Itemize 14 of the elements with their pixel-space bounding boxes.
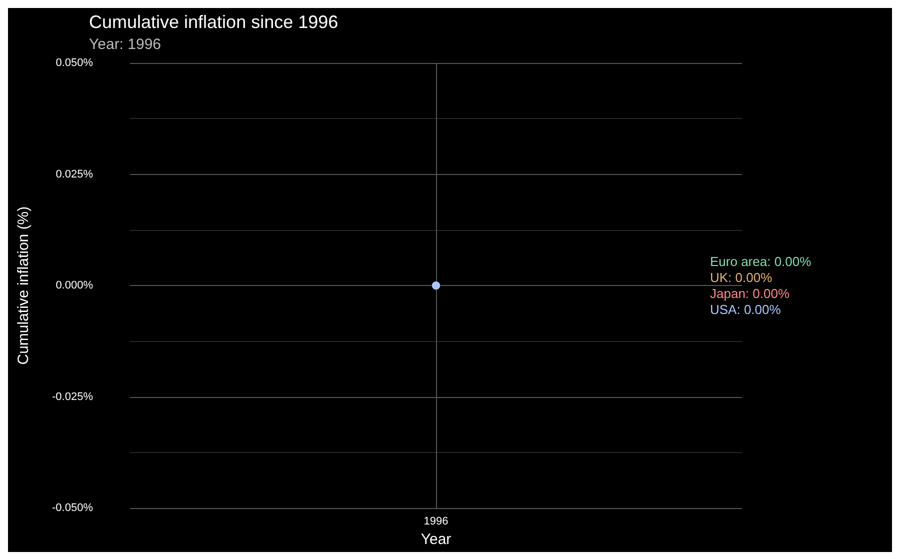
text: Euro area: 0.00% (710, 254, 812, 270)
x-axis-title: Year (420, 531, 452, 548)
y-axis-title: Cumulative inflation (%) (15, 206, 32, 365)
y-tick-label: -0.050% (52, 502, 94, 514)
chart-title: Cumulative inflation since 1996 (89, 12, 338, 32)
x-tick-label: 1996 (424, 516, 448, 528)
text: USA: 0.00% (710, 302, 781, 318)
chart-subtitle: Year: 1996 (89, 36, 162, 53)
text: Japan: 0.00% (710, 286, 790, 302)
y-tick-label: 0.050% (56, 57, 94, 69)
y-tick-label: 0.025% (56, 168, 94, 180)
y-tick-label: 0.000% (56, 280, 94, 292)
text: UK: 0.00% (710, 270, 772, 286)
y-tick-label: -0.025% (52, 390, 94, 403)
